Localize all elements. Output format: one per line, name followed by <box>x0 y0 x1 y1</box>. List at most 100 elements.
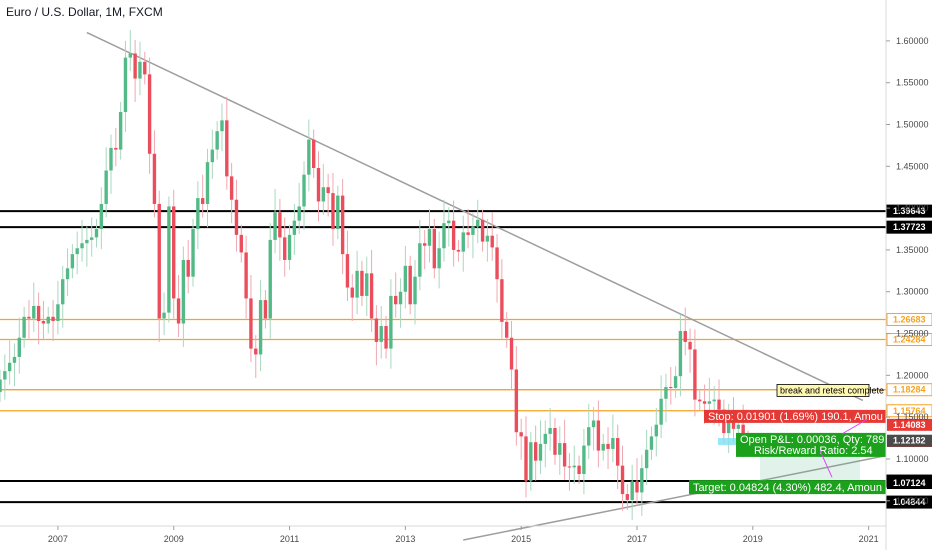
candle-body <box>229 176 234 200</box>
candle-body <box>422 243 427 246</box>
candle-body <box>447 220 451 224</box>
trade-price-badge <box>887 434 932 447</box>
entry-marker <box>718 438 746 446</box>
target-box <box>689 480 886 495</box>
y-tick-label: 1.25000 <box>896 329 929 339</box>
candle-body <box>587 427 591 446</box>
candle-body <box>65 268 70 280</box>
candle-body <box>620 465 625 495</box>
candle-body <box>331 193 335 230</box>
candle-body <box>278 212 282 238</box>
candle-body <box>239 234 243 253</box>
candle-body <box>625 494 630 500</box>
candle-body <box>678 331 683 377</box>
candle-body <box>529 442 533 481</box>
candle-body <box>302 174 306 207</box>
candle-body <box>321 187 326 202</box>
candle-body <box>104 170 108 204</box>
candle-body <box>698 399 702 402</box>
candle-body <box>297 206 301 221</box>
candle-body <box>659 398 663 425</box>
candle-body <box>181 259 186 324</box>
stop-box <box>704 409 886 423</box>
target-label: Target: 0.04824 (4.30%) 482.4, Amoun <box>693 482 882 494</box>
candle-body <box>167 206 171 313</box>
candle-body <box>432 229 437 269</box>
candle-body <box>394 295 398 305</box>
y-tick-label: 1.05000 <box>896 496 929 506</box>
candles <box>0 30 750 520</box>
candle-body <box>7 362 12 372</box>
candle-body <box>128 53 132 58</box>
candle-body <box>490 235 494 248</box>
candle-body <box>22 316 26 338</box>
x-tick-label: 2011 <box>280 534 299 544</box>
candle-body <box>340 195 345 255</box>
candle-body <box>350 287 354 298</box>
trade-price-label: 1.12182 <box>893 436 926 446</box>
candle-body <box>519 432 523 437</box>
candle-body <box>616 438 620 466</box>
candle-body <box>138 61 142 79</box>
retest-box <box>776 384 870 397</box>
candle-body <box>635 481 639 493</box>
candle-body <box>538 443 543 461</box>
level-badge <box>886 495 932 509</box>
candle-body <box>196 198 200 230</box>
candle-body <box>379 326 383 342</box>
candle-body <box>688 341 692 350</box>
candle-body <box>553 428 557 455</box>
candle-body <box>369 273 374 319</box>
candle-body <box>500 279 504 322</box>
candle-body <box>27 316 31 319</box>
candle-body <box>3 371 7 380</box>
candle-body <box>307 139 311 175</box>
candle-body <box>669 387 673 389</box>
candle-body <box>533 442 538 461</box>
y-tick-label: 1.45000 <box>896 161 929 171</box>
level-label: 1.15764 <box>893 406 926 416</box>
candle-body <box>567 466 572 468</box>
candle-body <box>461 232 465 252</box>
candle-body <box>118 111 123 150</box>
x-tick-label: 2009 <box>164 534 184 544</box>
candle-body <box>418 243 422 277</box>
candle-body <box>673 376 678 388</box>
candle-body <box>143 61 147 75</box>
candle-body <box>384 326 388 349</box>
candle-body <box>365 273 369 296</box>
candle-body <box>94 229 99 238</box>
candle-body <box>109 147 113 171</box>
x-tick-label: 2021 <box>859 534 879 544</box>
candle-body <box>707 401 712 404</box>
open-pl-label: Open P&L: 0.00036, Qty: 789 <box>740 434 884 446</box>
candle-body <box>283 237 287 260</box>
candle-body <box>32 305 36 319</box>
x-tick-label: 2019 <box>743 534 763 544</box>
candle-body <box>736 424 741 429</box>
candle-body <box>172 206 176 299</box>
candle-body <box>726 420 731 434</box>
chart-title: Euro / U.S. Dollar, 1M, FXCM <box>6 5 163 19</box>
trade-price-label: 1.14083 <box>893 420 926 430</box>
arrow-line <box>841 418 869 435</box>
candle-body <box>558 443 562 455</box>
y-tick-label: 1.40000 <box>896 203 929 213</box>
candle-body <box>70 254 75 269</box>
y-tick-label: 1.50000 <box>896 120 929 130</box>
trade-tool: break and retest complete Stop: 0.01901 (… <box>689 384 932 495</box>
candle-body <box>582 445 586 475</box>
candle-body <box>524 436 528 481</box>
candle-body <box>311 139 316 168</box>
arrow-line <box>819 450 833 478</box>
upper-trendline <box>86 31 864 402</box>
level-badge <box>886 383 932 397</box>
stop-label: Stop: 0.01901 (1.69%) 190.1, Amou <box>708 411 883 423</box>
candle-body <box>591 420 596 428</box>
y-tick-label: 1.20000 <box>896 370 929 380</box>
candle-body <box>133 53 137 79</box>
candle-body <box>157 203 161 319</box>
candle-body <box>476 219 480 227</box>
